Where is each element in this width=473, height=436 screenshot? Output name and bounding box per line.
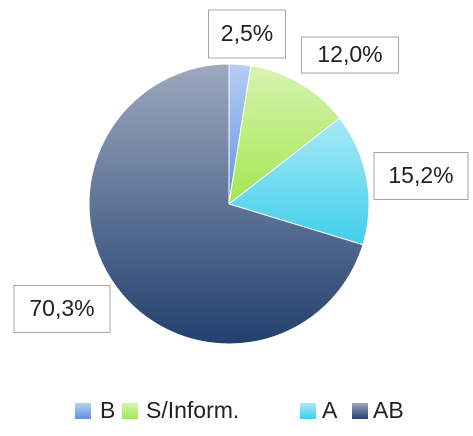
label-box [373,152,469,200]
legend-swatch [122,403,138,419]
legend-label: AB [373,397,404,423]
label-box [301,36,399,74]
data-label: 15,2% [388,162,453,188]
pie-slice [88,63,364,345]
data-label: 12,0% [317,41,382,67]
data-label: 70,3% [29,295,94,321]
label-box [13,285,111,333]
legend-label: S/Inform. [146,397,239,423]
legend-label: B [100,397,115,423]
data-label: 2,5% [221,20,273,46]
legend-label: A [322,397,338,423]
label-box [208,9,286,59]
pie-slice [228,65,341,206]
legend-swatch [352,403,368,419]
legend-swatch [300,403,316,419]
pie-slice [227,117,370,246]
legend-swatch [75,403,91,419]
